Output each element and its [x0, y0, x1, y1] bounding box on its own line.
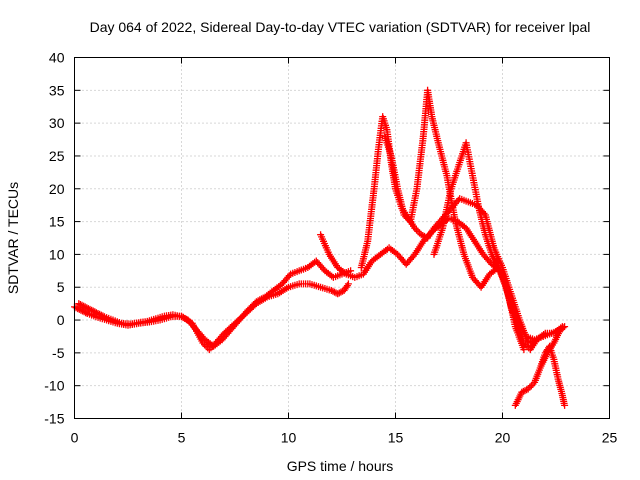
x-axis-label: GPS time / hours: [287, 458, 394, 474]
marker-cluster: [430, 139, 541, 354]
marker-cluster: [537, 342, 569, 409]
chart-title: Day 064 of 2022, Sidereal Day-to-day VTE…: [90, 19, 591, 35]
x-tick-label: 0: [71, 430, 79, 446]
y-tick-label: 10: [49, 246, 65, 262]
y-tick-label: 20: [49, 181, 65, 197]
series-track-b: [75, 257, 355, 350]
y-tick-label: 0: [57, 312, 65, 328]
y-tick-label: -10: [44, 378, 64, 394]
grid-lines: [74, 57, 610, 419]
series-track-h: [537, 342, 569, 409]
series-track-f: [430, 139, 541, 354]
y-tick-label: 30: [49, 115, 65, 131]
marker-cluster: [381, 86, 528, 354]
x-tick-label: 25: [602, 430, 618, 446]
y-tick-label: 25: [49, 148, 65, 164]
series-track-e: [381, 86, 528, 354]
plot-frame: [74, 57, 610, 419]
y-tick-label: 15: [49, 214, 65, 230]
x-tick-labels: 0 5 10 15 20 25: [71, 430, 618, 446]
y-tick-label: 5: [57, 279, 65, 295]
x-tick-label: 5: [178, 430, 186, 446]
y-tick-label: -15: [44, 411, 64, 427]
x-tick-label: 15: [388, 430, 404, 446]
axis-ticks: [74, 57, 610, 419]
y-tick-label: 40: [49, 50, 65, 66]
x-tick-label: 10: [281, 430, 297, 446]
y-axis-label: SDTVAR / TECUs: [5, 182, 21, 294]
y-tick-label: -5: [52, 345, 65, 361]
y-tick-label: 35: [49, 82, 65, 98]
data-markers: [71, 86, 569, 409]
y-tick-labels: -15 -10 -5 0 5 10 15 20 25 30 35 40: [44, 50, 64, 427]
x-tick-label: 20: [495, 430, 511, 446]
marker-cluster: [75, 257, 355, 350]
